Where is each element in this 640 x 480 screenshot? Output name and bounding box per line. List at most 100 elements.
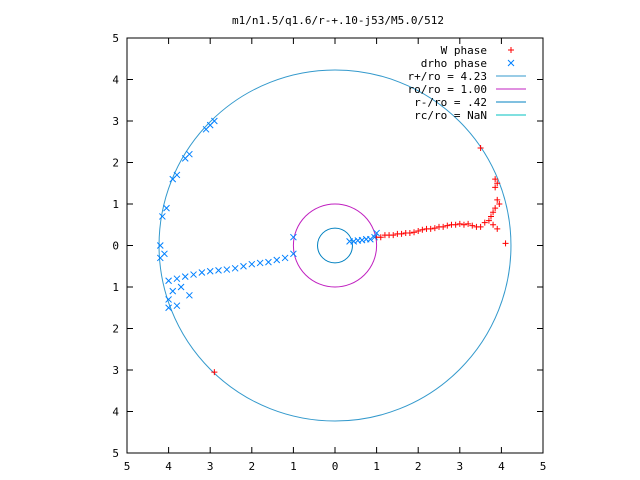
y-tick-label: 5 xyxy=(112,32,119,45)
drho-phase-point xyxy=(240,262,247,270)
y-tick-label: 5 xyxy=(112,447,119,460)
x-tick-label: 4 xyxy=(165,460,172,473)
drho-phase-point xyxy=(181,273,189,280)
w-phase-point xyxy=(492,184,499,191)
w-phase-point xyxy=(485,217,492,224)
circle-r-0-42 xyxy=(317,227,353,264)
x-tick-label: 2 xyxy=(415,460,422,473)
drho-phase-point xyxy=(177,283,185,291)
drho-phase-point xyxy=(367,235,374,243)
y-tick-label: 1 xyxy=(112,281,119,294)
drho-phase-point xyxy=(163,204,170,212)
legend-marker-sample xyxy=(508,47,514,53)
x-tick-label: 0 xyxy=(332,460,339,473)
w-phase-point xyxy=(406,230,413,237)
legend-label: W phase xyxy=(441,44,487,57)
x-tick-label: 3 xyxy=(207,460,214,473)
drho-phase-point xyxy=(156,254,164,262)
x-tick-label: 1 xyxy=(290,460,297,473)
w-phase-point xyxy=(427,225,434,232)
w-phase-point xyxy=(419,226,426,233)
w-phase-point xyxy=(444,222,451,229)
w-phase-point xyxy=(465,220,472,227)
legend-label: r+/ro = 4.23 xyxy=(408,70,487,83)
circle-r-1 xyxy=(292,203,378,288)
drho-phase-point xyxy=(198,269,206,276)
w-phase-point xyxy=(469,222,476,229)
w-phase-point xyxy=(211,369,218,376)
drho-phase-point xyxy=(371,233,378,241)
w-phase-point xyxy=(440,223,447,230)
y-tick-label: 2 xyxy=(112,157,119,170)
drho-phase-point xyxy=(231,264,239,272)
drho-phase-point xyxy=(173,275,181,283)
w-phase-point xyxy=(494,180,501,187)
w-phase-point xyxy=(398,230,405,237)
x-tick-label: 1 xyxy=(373,460,380,473)
y-tick-label: 0 xyxy=(112,240,119,253)
drho-phase-point xyxy=(186,291,193,299)
drho-phase-point xyxy=(358,236,366,244)
y-tick-label: 3 xyxy=(112,115,119,128)
w-phase-point xyxy=(502,240,509,247)
drho-phase-point xyxy=(290,250,297,258)
w-phase-point xyxy=(415,227,422,234)
w-phase-point xyxy=(490,221,497,228)
drho-phase-point xyxy=(281,254,289,262)
w-phase-point xyxy=(496,201,503,207)
x-tick-label: 2 xyxy=(248,460,255,473)
legend-label: rc/ro = NaN xyxy=(414,109,487,122)
w-phase-point xyxy=(456,220,463,227)
w-phase-point xyxy=(481,219,488,226)
w-phase-point xyxy=(490,209,497,216)
drho-phase-point xyxy=(273,256,281,264)
drho-phase-point xyxy=(215,267,222,274)
w-phase-point xyxy=(460,221,467,228)
w-phase-point xyxy=(377,234,384,241)
w-phase-point xyxy=(492,176,499,183)
drho-phase-point xyxy=(169,287,177,295)
drho-phase-point xyxy=(186,150,193,158)
drho-phase-point xyxy=(156,242,164,249)
drho-phase-point xyxy=(248,260,256,268)
data-points xyxy=(156,117,509,376)
drho-phase-point xyxy=(190,271,197,278)
y-tick-label: 4 xyxy=(112,406,119,419)
drho-phase-point xyxy=(173,302,181,310)
w-phase-point xyxy=(494,196,501,203)
w-phase-point xyxy=(492,205,499,212)
w-phase-point xyxy=(390,232,397,239)
w-phase-point xyxy=(494,225,501,232)
legend-label: drho phase xyxy=(421,57,487,70)
w-phase-point xyxy=(477,144,484,151)
y-tick-label: 1 xyxy=(112,198,119,211)
w-phase-point xyxy=(411,229,418,236)
drho-phase-point xyxy=(211,117,218,125)
y-tick-label: 3 xyxy=(112,364,119,377)
drho-phase-point xyxy=(373,229,380,237)
w-phase-point xyxy=(452,221,459,228)
w-phase-point xyxy=(488,213,494,220)
drho-phase-point xyxy=(165,304,172,312)
x-tick-label: 5 xyxy=(124,460,131,473)
drho-phase-point xyxy=(223,266,231,273)
drho-phase-point xyxy=(165,296,172,303)
legend-label: r-/ro = .42 xyxy=(414,96,487,109)
y-tick-label: 2 xyxy=(112,323,119,336)
legend-marker-sample xyxy=(507,59,515,67)
x-tick-label: 3 xyxy=(456,460,463,473)
w-phase-point xyxy=(477,223,484,230)
reference-circles xyxy=(158,69,512,422)
drho-phase-point xyxy=(159,213,166,220)
x-tick-label: 5 xyxy=(540,460,547,473)
y-tick-label: 4 xyxy=(112,74,119,87)
tick-marks xyxy=(126,37,544,454)
chart-title: m1/n1.5/q1.6/r-+.10-j53/M5.0/512 xyxy=(232,14,444,27)
circle-r-4-23 xyxy=(158,69,512,422)
drho-phase-point xyxy=(256,259,264,267)
drho-phase-point xyxy=(165,277,172,285)
drho-phase-point xyxy=(206,267,214,275)
